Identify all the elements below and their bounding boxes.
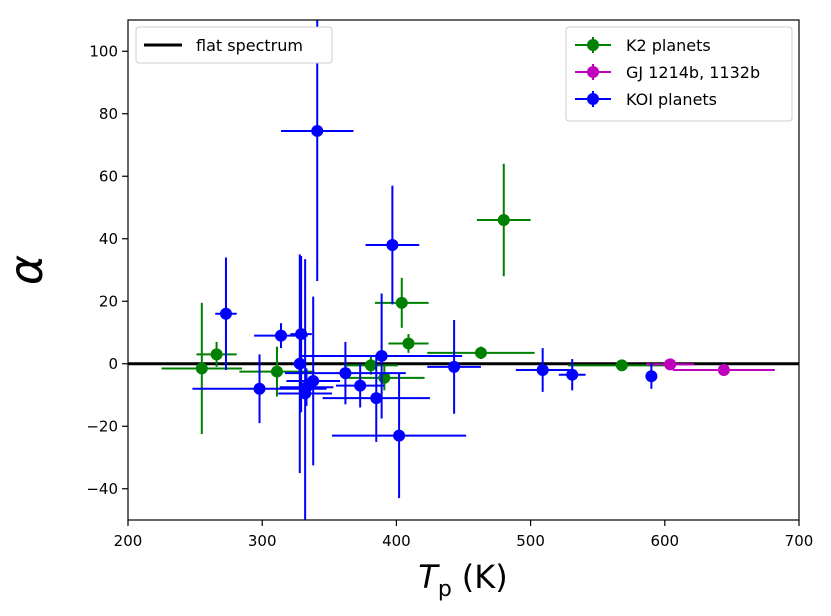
y-tick-label: −40 xyxy=(86,480,118,498)
axes-group: 200 300 400 500 600 700 −40 −20 0 20 40 60 80 100 xyxy=(86,19,814,550)
data-point xyxy=(497,214,510,226)
y-tick-label: 80 xyxy=(99,105,118,123)
data-point xyxy=(386,239,399,251)
legend-flat-label: flat spectrum xyxy=(196,36,303,55)
data-point xyxy=(311,124,324,137)
data-point xyxy=(339,367,352,380)
legend-gj-label: GJ 1214b, 1132b xyxy=(626,63,760,82)
x-tick-label: 600 xyxy=(650,532,679,550)
x-tick-label: 300 xyxy=(248,532,277,550)
y-tick-label: 100 xyxy=(89,42,118,60)
y-axis-title: α xyxy=(0,255,53,285)
data-point xyxy=(402,337,415,350)
x-axis-title: Tp (K) xyxy=(418,558,507,602)
data-point xyxy=(307,374,320,387)
y-tick-label: 40 xyxy=(99,230,118,248)
legend-koi: KOI planets xyxy=(575,90,717,109)
series-1 xyxy=(646,358,775,376)
axes-frame xyxy=(127,19,800,521)
data-point xyxy=(664,358,677,371)
series-group xyxy=(161,20,775,520)
legend-koi-label: KOI planets xyxy=(626,90,717,109)
y-tick-label: 20 xyxy=(99,292,118,310)
data-point xyxy=(295,328,308,341)
legend-left: flat spectrum xyxy=(135,26,333,64)
x-axis-title-subscript: p xyxy=(438,577,452,602)
x-axis-title-unit: (K) xyxy=(462,558,508,596)
legend-k2: K2 planets xyxy=(575,36,711,55)
legend-right: K2 planets GJ 1214b, 1132b KOI planets xyxy=(565,26,793,122)
data-point xyxy=(210,348,223,361)
data-point xyxy=(395,296,408,309)
legend-gj: GJ 1214b, 1132b xyxy=(575,63,760,82)
legend-right-frame xyxy=(565,26,793,122)
data-point xyxy=(219,307,232,320)
data-point xyxy=(370,392,383,405)
data-point xyxy=(293,357,306,370)
legend-k2-label: K2 planets xyxy=(626,36,711,55)
x-tick-label: 500 xyxy=(516,532,545,550)
legend-k2-marker xyxy=(587,39,599,51)
series-2 xyxy=(192,20,658,520)
data-point xyxy=(354,379,367,392)
data-point xyxy=(270,365,283,378)
legend-left-frame xyxy=(135,26,333,64)
data-point xyxy=(474,346,487,359)
data-point xyxy=(375,349,388,362)
legend-koi-marker xyxy=(587,93,599,105)
y-tick-label: −20 xyxy=(86,417,118,435)
data-point xyxy=(566,368,579,381)
x-axis-title-main: T xyxy=(418,558,440,596)
data-point xyxy=(717,364,730,376)
data-point xyxy=(274,329,287,342)
data-point xyxy=(364,359,377,372)
x-tick-label: 400 xyxy=(382,532,411,550)
data-point xyxy=(393,429,406,442)
data-point xyxy=(536,364,549,376)
legend-gj-marker xyxy=(587,66,599,78)
y-tick-label: 0 xyxy=(108,355,118,373)
data-point xyxy=(253,382,266,395)
y-tick-label: 60 xyxy=(99,167,118,185)
x-tick-label: 200 xyxy=(114,532,143,550)
data-point xyxy=(615,359,628,372)
data-point xyxy=(645,370,658,383)
x-tick-label: 700 xyxy=(785,532,814,550)
data-point xyxy=(448,360,461,373)
data-point xyxy=(195,362,208,375)
